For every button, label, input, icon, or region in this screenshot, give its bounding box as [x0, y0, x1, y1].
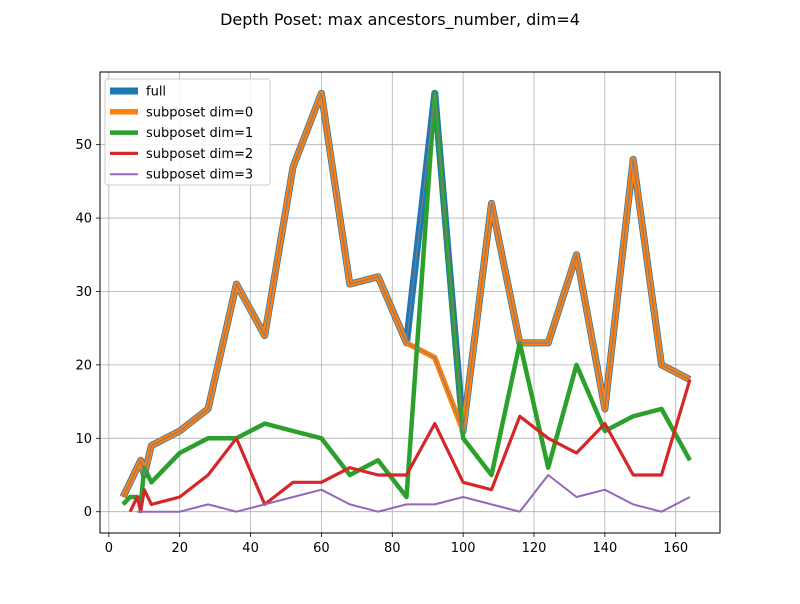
x-tick-label: 100 — [451, 541, 476, 556]
x-tick-label: 0 — [105, 541, 113, 556]
chart-title: Depth Poset: max ancestors_number, dim=4 — [220, 10, 580, 30]
y-tick-label: 40 — [75, 212, 92, 227]
y-tick-label: 20 — [75, 358, 92, 373]
series-line-subposet-dim-2 — [128, 379, 692, 514]
x-tick-label: 20 — [171, 541, 188, 556]
series-line-subposet-dim-3 — [137, 474, 691, 513]
legend-label: subposet dim=2 — [146, 147, 253, 162]
legend-label: subposet dim=1 — [146, 126, 253, 141]
series-line-subposet-dim-1 — [121, 91, 692, 507]
x-tick-label: 160 — [663, 541, 688, 556]
x-tick-label: 60 — [313, 541, 330, 556]
x-axis: 0 20 40 60 80 100 120 140 160 — [105, 533, 688, 556]
x-tick-label: 40 — [242, 541, 259, 556]
legend-label: subposet dim=0 — [146, 105, 253, 120]
x-tick-label: 80 — [384, 541, 401, 556]
legend-label: subposet dim=3 — [146, 168, 253, 183]
y-tick-label: 30 — [75, 285, 92, 300]
legend-label: full — [146, 85, 166, 100]
x-tick-label: 140 — [592, 541, 617, 556]
series-layer — [119, 89, 692, 514]
plot-frame — [99, 71, 721, 534]
x-tick-label: 120 — [522, 541, 547, 556]
legend: full subposet dim=0 subposet dim=1 subposet… — [104, 78, 271, 186]
y-tick-label: 10 — [75, 432, 92, 447]
y-tick-label: 0 — [84, 505, 92, 520]
legend-box — [104, 78, 271, 186]
y-axis: 0 10 20 30 40 50 — [75, 138, 100, 520]
series-outline — [122, 92, 691, 498]
y-tick-label: 50 — [75, 138, 92, 153]
